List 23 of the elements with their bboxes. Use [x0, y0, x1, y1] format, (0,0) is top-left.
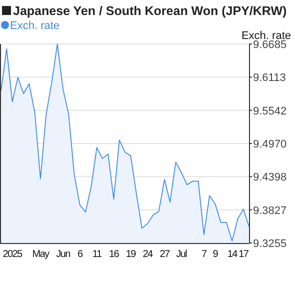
x-tick-label: May: [32, 249, 50, 260]
x-tick-label: Jun: [56, 249, 70, 260]
y-tick-label: 9.6685: [253, 39, 287, 51]
y-tick-label: 9.3255: [253, 238, 287, 250]
y-tick-label: 9.6113: [253, 72, 286, 84]
x-tick-label: 27: [160, 249, 170, 260]
chart-title: Japanese Yen / South Korean Won (JPY/KRW): [13, 4, 287, 18]
x-tick-label: 9: [212, 249, 219, 260]
x-tick-label: 14: [227, 249, 238, 260]
x-tick-label: 2025: [2, 249, 24, 260]
x-tick-label: 16: [108, 249, 120, 260]
x-tick-label: 19: [126, 249, 137, 260]
x-tick-label: Jul: [176, 249, 188, 260]
x-tick-label: 11: [92, 249, 102, 260]
x-tick-label: 6: [78, 249, 84, 260]
x-tick-label: 24: [142, 249, 154, 260]
x-tick-label: 7: [202, 249, 208, 260]
y-tick-label: 9.3827: [253, 204, 287, 217]
y-tick-label: 9.5542: [253, 105, 287, 118]
y-tick-label: 9.4398: [253, 172, 287, 184]
legend-label: Exch. rate: [10, 20, 60, 32]
y-tick-label: 9.4970: [253, 138, 287, 150]
x-tick-label: 17: [238, 249, 250, 260]
